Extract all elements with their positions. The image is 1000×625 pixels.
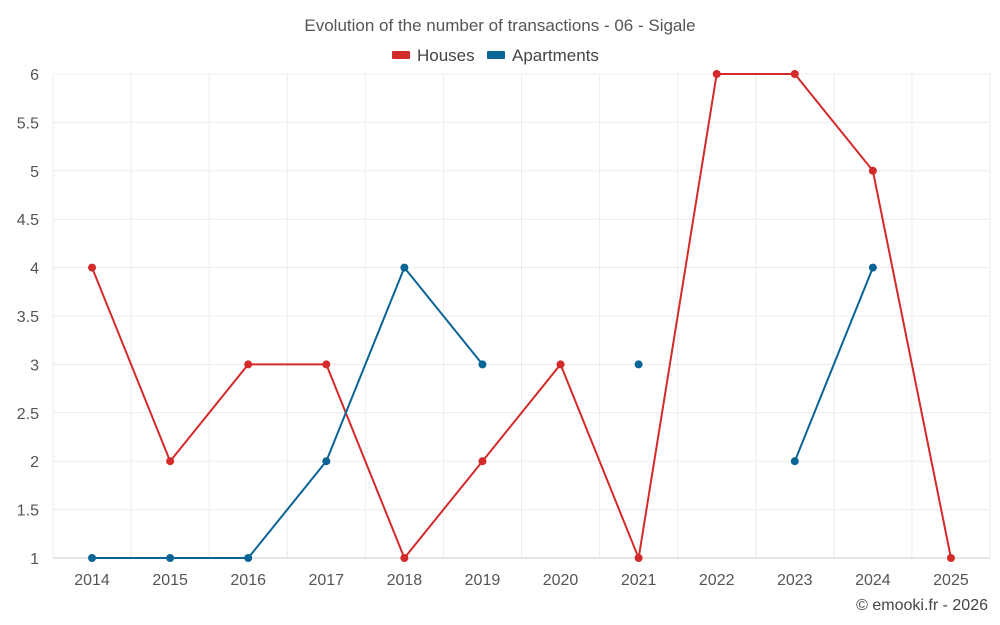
x-tick-label: 2015 <box>152 572 188 589</box>
data-point-houses-2014[interactable] <box>88 263 97 272</box>
data-point-apartments-2014[interactable] <box>88 554 97 562</box>
data-point-houses-2018[interactable] <box>400 554 409 562</box>
data-point-houses-2015[interactable] <box>166 457 175 466</box>
series-apartments <box>88 263 877 562</box>
data-point-apartments-2024[interactable] <box>868 263 877 272</box>
y-tick-label: 2 <box>30 454 39 471</box>
data-point-apartments-2016[interactable] <box>244 554 253 562</box>
x-tick-label: 2025 <box>933 572 969 589</box>
x-tick-label: 2020 <box>543 572 579 589</box>
legend-label-apartments[interactable]: Apartments <box>512 46 599 65</box>
y-tick-label: 6 <box>30 67 39 84</box>
series-houses <box>88 70 955 562</box>
series-line-apartments <box>793 267 874 462</box>
data-point-apartments-2021[interactable] <box>634 360 643 369</box>
x-tick-label: 2024 <box>855 572 891 589</box>
data-point-houses-2017[interactable] <box>322 360 331 369</box>
x-tick-label: 2021 <box>621 572 657 589</box>
data-point-houses-2023[interactable] <box>790 70 799 78</box>
data-point-apartments-2023[interactable] <box>790 457 799 466</box>
data-point-houses-2021[interactable] <box>634 554 643 562</box>
y-tick-label: 3.5 <box>17 309 39 326</box>
data-point-apartments-2018[interactable] <box>400 263 409 272</box>
x-tick-label: 2016 <box>230 572 266 589</box>
legend: Houses Apartments <box>392 46 599 65</box>
legend-label-houses[interactable]: Houses <box>417 46 475 65</box>
data-point-houses-2024[interactable] <box>868 166 877 175</box>
chart-title: Evolution of the number of transactions … <box>304 16 695 35</box>
x-tick-label: 2014 <box>74 572 110 589</box>
series-line-apartments <box>92 266 484 559</box>
data-point-apartments-2017[interactable] <box>322 457 331 466</box>
y-tick-label: 4.5 <box>17 212 39 229</box>
series-line-houses <box>91 73 952 559</box>
y-tick-label: 5 <box>30 164 39 181</box>
x-tick-label: 2018 <box>387 572 423 589</box>
y-tick-label: 1.5 <box>17 503 39 520</box>
y-tick-label: 3 <box>30 357 39 374</box>
y-tick-label: 4 <box>30 261 39 278</box>
data-point-houses-2025[interactable] <box>946 554 955 562</box>
x-tick-label: 2023 <box>777 572 813 589</box>
x-axis: 2014 2015 2016 2017 2018 2019 2020 2021 2022 2023… <box>53 557 990 589</box>
x-tick-label: 2017 <box>308 572 344 589</box>
x-tick-label: 2019 <box>465 572 501 589</box>
data-point-houses-2022[interactable] <box>712 70 721 78</box>
y-axis: 1 1.5 2 2.5 3 3.5 4 4.5 5 5.5 6 <box>17 67 39 568</box>
legend-swatch-apartments <box>487 51 505 59</box>
y-tick-label: 1 <box>30 551 39 568</box>
data-point-apartments-2019[interactable] <box>478 360 487 369</box>
y-tick-label: 2.5 <box>17 406 39 423</box>
data-point-houses-2019[interactable] <box>478 457 487 466</box>
credit-text: © emooki.fr - 2026 <box>856 597 988 614</box>
data-point-houses-2016[interactable] <box>244 360 253 369</box>
x-tick-label: 2022 <box>699 572 735 589</box>
series-layer <box>88 70 955 562</box>
y-tick-label: 5.5 <box>17 115 39 132</box>
data-point-houses-2020[interactable] <box>556 360 565 369</box>
data-point-apartments-2015[interactable] <box>166 554 175 562</box>
legend-swatch-houses <box>392 51 410 59</box>
